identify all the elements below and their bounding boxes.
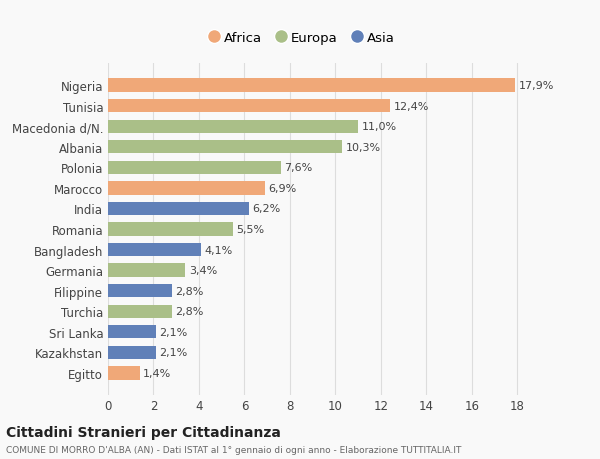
Bar <box>108 325 156 339</box>
Bar <box>108 346 156 359</box>
Bar <box>108 182 265 195</box>
Text: COMUNE DI MORRO D'ALBA (AN) - Dati ISTAT al 1° gennaio di ogni anno - Elaborazio: COMUNE DI MORRO D'ALBA (AN) - Dati ISTAT… <box>6 445 461 454</box>
Text: 1,4%: 1,4% <box>143 368 172 378</box>
Legend: Africa, Europa, Asia: Africa, Europa, Asia <box>206 28 398 49</box>
Text: 5,5%: 5,5% <box>236 224 265 235</box>
Bar <box>108 243 201 257</box>
Text: 11,0%: 11,0% <box>362 122 397 132</box>
Bar <box>108 161 281 174</box>
Text: 4,1%: 4,1% <box>205 245 233 255</box>
Text: 6,2%: 6,2% <box>253 204 281 214</box>
Bar <box>108 223 233 236</box>
Bar <box>108 120 358 134</box>
Bar <box>108 141 342 154</box>
Text: 7,6%: 7,6% <box>284 163 313 173</box>
Bar <box>108 305 172 318</box>
Bar <box>108 202 249 216</box>
Text: 10,3%: 10,3% <box>346 142 381 152</box>
Text: 2,1%: 2,1% <box>159 347 187 358</box>
Text: 2,1%: 2,1% <box>159 327 187 337</box>
Bar <box>108 366 140 380</box>
Text: 12,4%: 12,4% <box>394 101 429 112</box>
Text: 2,8%: 2,8% <box>175 307 203 317</box>
Text: Cittadini Stranieri per Cittadinanza: Cittadini Stranieri per Cittadinanza <box>6 425 281 439</box>
Bar <box>108 285 172 298</box>
Bar <box>108 264 185 277</box>
Bar <box>108 79 515 93</box>
Text: 2,8%: 2,8% <box>175 286 203 296</box>
Text: 3,4%: 3,4% <box>189 265 217 275</box>
Bar <box>108 100 390 113</box>
Text: 17,9%: 17,9% <box>518 81 554 91</box>
Text: 6,9%: 6,9% <box>268 184 296 194</box>
